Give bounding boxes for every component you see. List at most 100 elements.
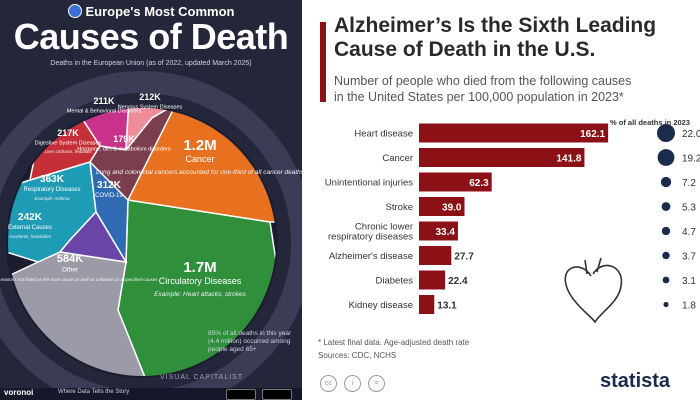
cell-name-label: Nervous System Diseases [118,105,183,111]
bar [419,295,435,314]
percent-column-header: % of all deaths in 2023 [610,118,691,127]
bar-chart: Heart disease 162.1 22.0 Cancer 141.8 19.2 Uni… [325,123,700,324]
age-note: 85% of all deaths in this year (4.4 mill… [208,330,292,353]
europe-infographic-panel: 1.7M Circulatory Diseases Example: Heart a… [0,0,302,400]
pct-label: 19.2 [682,154,700,165]
cell-name-label: Digestive System Diseases [35,141,102,147]
google-play-badge-icon[interactable] [262,389,292,400]
left-title: Causes of Death [13,16,289,57]
cell-value-label: 1.7M [183,259,216,276]
cell-value-label: 179K [113,134,135,144]
category-label: Chronic lower [355,222,413,233]
bar-value-label: 141.8 [556,154,581,165]
app-store-badge-icon[interactable] [226,389,256,400]
cell-value-label: 363K [40,174,65,185]
cell-value-label: 212K [139,92,161,102]
cell-value-label: 312K [97,180,122,191]
pct-dot [657,149,675,166]
pct-label: 3.1 [682,276,696,287]
cell-name-label: Circulatory Diseases [159,276,242,286]
voronoi-cell [58,210,128,263]
bar-value-label: 33.4 [435,227,455,238]
pct-label: 22.0 [682,129,700,140]
bar-value-label: 39.0 [442,203,462,214]
bar-value-label: 62.3 [469,178,489,189]
pct-label: 7.2 [682,178,696,189]
cell-name-label: Respiratory Diseases [23,187,80,193]
cell-value-label: 217K [57,128,79,138]
left-subtitle: Deaths in the European Union (as of 2022… [50,60,252,67]
bar [419,221,458,241]
category-label: Alzheimer's disease [329,251,413,262]
sources: Sources: CDC, NCHS [318,351,397,360]
subtitle-line-1: Number of people who died from the follo… [334,74,632,88]
cell-name-label: COVID-19 [95,193,123,199]
title-line-2: Cause of Death in the U.S. [334,38,596,61]
chart-ring [0,71,302,400]
cell-note-label: Lung and colorectal cancers accounted fo… [96,169,302,176]
cell-value-label: 1.2M [183,137,216,154]
cell-note-label: Accidents, homicides [8,234,52,239]
cell-name-label: External Causes [8,225,52,231]
footer-brand: voronoi [4,388,34,397]
category-label: Stroke [386,202,413,213]
bar [419,148,585,167]
cell-name-label: Mental & Behavioral Disorders [67,109,142,115]
pct-dot [657,124,675,142]
bar [419,197,465,216]
footer-tagline: Where Data Tells the Story [58,389,130,395]
category-label: Unintentional injuries [325,178,413,189]
bar-value-label: 27.7 [454,252,474,263]
pct-dot [662,276,670,284]
bar-value-label: 22.4 [448,276,468,287]
cell-name-label: Hormone, diet & metabolism disorders [77,147,171,153]
cell-note-label: Includes reasons not listed as the main … [0,277,158,282]
kicker: Europe's Most Common [0,4,302,19]
left-footer: voronoi Where Data Tells the Story [0,388,302,400]
pct-dot [661,202,671,211]
bar [419,270,446,290]
cell-name-label: Other [62,267,79,274]
chart-subtitle: Number of people who died from the follo… [334,73,700,105]
cell-note-label: Liver cirrhosis, hepatitis [44,149,92,154]
cell-name-label: Cancer [185,154,214,164]
bar-value-label: 162.1 [580,129,605,140]
creative-commons-icon[interactable]: cc [320,375,337,392]
bar-value-label: 13.1 [437,301,457,312]
pct-label: 5.3 [682,203,696,214]
pct-label: 4.7 [682,227,696,238]
us-causes-chart-panel: Alzheimer’s Is the Sixth Leading Cause o… [302,0,700,400]
cell-note-label: Example: Heart attacks, strokes [154,291,247,298]
cell-value-label: 584K [57,253,83,265]
footnote: * Latest final data. Age-adjusted death … [318,338,470,347]
bar [419,172,492,192]
pct-dot [663,301,669,308]
pct-dot [661,226,671,236]
category-label: Cancer [382,153,413,164]
subtitle-line-2: in the United States per 100,000 populat… [334,90,624,104]
pct-dot [660,176,672,188]
title-line-1: Alzheimer’s Is the Sixth Leading [334,14,657,37]
attribution-icon[interactable]: i [344,375,361,392]
voronoi-cell [89,108,178,202]
voronoi-logo-icon [67,4,82,18]
no-derivatives-icon[interactable]: = [368,375,385,392]
watermark: VISUAL CAPITALIST [160,374,244,381]
heart-icon [564,257,623,324]
pct-label: 1.8 [682,301,696,312]
cell-value-label: 211K [93,96,115,106]
bar [419,246,452,265]
title-accent-bar [320,22,326,102]
category-label: respiratory diseases [328,232,413,243]
bar [419,123,609,143]
statista-logo: statista [600,370,671,392]
cell-note-label: Example: Asthma [34,196,70,201]
category-label: Heart disease [354,129,413,140]
category-label: Diabetes [376,276,414,287]
cell-value-label: 242K [18,212,43,223]
category-label: Kidney disease [349,300,413,311]
chart-title: Alzheimer’s Is the Sixth Leading Cause o… [334,14,700,62]
pct-label: 3.7 [682,252,696,263]
pct-dot [662,251,670,260]
